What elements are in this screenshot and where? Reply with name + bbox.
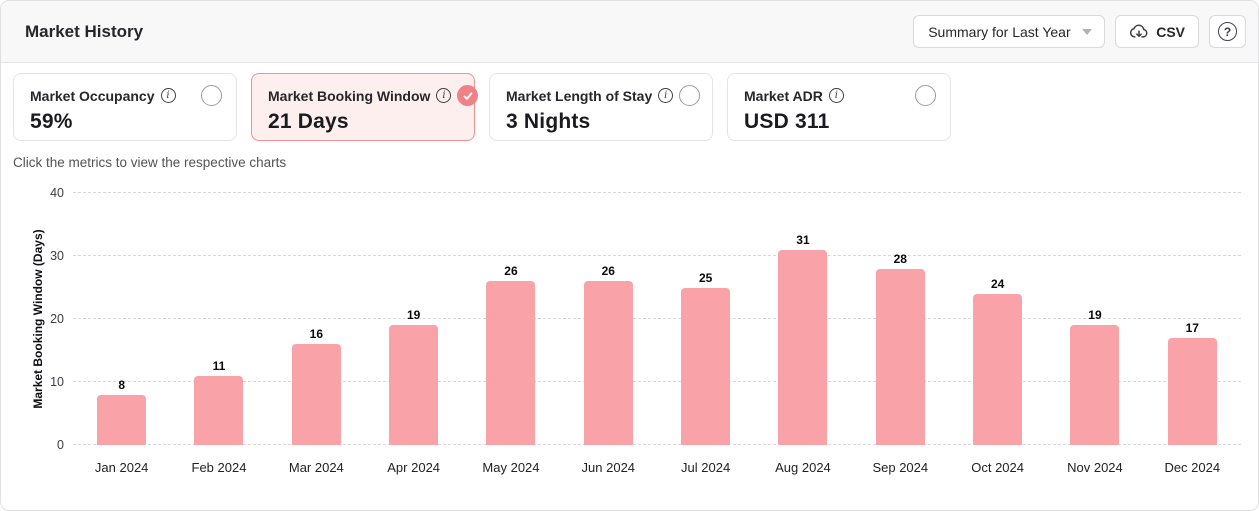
y-tick-label-20: 20 — [50, 312, 64, 326]
x-tick-label-jan-2024: Jan 2024 — [94, 460, 149, 475]
page-title: Market History — [25, 21, 144, 41]
info-icon[interactable]: i — [658, 88, 674, 103]
gridline-y-10 — [73, 381, 1241, 382]
bar-value-label-dec-2024: 17 — [1185, 320, 1199, 335]
checkmark-icon — [463, 91, 473, 100]
radio-unselected-icon[interactable] — [201, 85, 222, 106]
metric-value: 21 Days — [268, 110, 349, 133]
bar-slot-mar-2024: 16 — [268, 193, 365, 445]
metric-card-market-length-of-stay[interactable]: Market Length of Stay i 3 Nights — [489, 73, 713, 141]
metric-value: USD 311 — [744, 110, 830, 133]
metric-card-market-adr[interactable]: Market ADR i USD 311 — [727, 73, 951, 141]
summary-period-select[interactable]: Summary for Last Year — [913, 15, 1106, 48]
metric-label: Market Booking Window — [268, 87, 431, 104]
y-tick-label-10: 10 — [50, 375, 64, 389]
metric-cards-row: Market Occupancy i 59% Market Booking Wi… — [13, 73, 1246, 141]
bar-slot-aug-2024: 31 — [754, 193, 851, 445]
bar-oct-2024[interactable] — [973, 293, 1023, 445]
bar-slot-jan-2024: 8 — [73, 193, 170, 445]
bar-jan-2024[interactable] — [97, 394, 147, 445]
metric-value: 59% — [30, 110, 73, 133]
bar-value-label-apr-2024: 19 — [406, 308, 421, 323]
y-tick-label-40: 40 — [50, 186, 64, 200]
x-tick-label-jul-2024: Jul 2024 — [681, 460, 731, 475]
x-tick-label-dec-2024: Dec 2024 — [1164, 460, 1221, 475]
plot-area: 0 10 20 30 40 8 11 16 19 26 26 25 31 28 24 19 17 — [50, 186, 1241, 452]
gridline-y-0 — [73, 444, 1241, 445]
info-icon[interactable]: i — [436, 88, 452, 103]
bar-slot-feb-2024: 11 — [170, 193, 267, 445]
bar-value-label-nov-2024: 19 — [1088, 308, 1102, 323]
bar-slot-apr-2024: 19 — [365, 193, 462, 445]
bar-aug-2024[interactable] — [778, 249, 828, 445]
bar-dec-2024[interactable] — [1167, 337, 1217, 445]
info-icon[interactable]: i — [160, 88, 176, 103]
metric-label: Market ADR — [744, 87, 823, 104]
info-icon[interactable]: i — [828, 88, 844, 103]
bar-slot-jun-2024: 26 — [560, 193, 657, 445]
cloud-download-icon — [1130, 24, 1148, 38]
radio-selected-check-icon[interactable] — [457, 85, 479, 106]
metric-card-market-occupancy[interactable]: Market Occupancy i 59% — [13, 73, 237, 141]
help-button[interactable]: ? — [1209, 15, 1246, 48]
y-tick-label-30: 30 — [50, 249, 64, 263]
metric-label: Market Occupancy — [30, 87, 155, 104]
bar-value-label-feb-2024: 11 — [212, 358, 226, 373]
metric-value: 3 Nights — [506, 110, 591, 133]
bar-jul-2024[interactable] — [681, 287, 731, 445]
bar-value-label-jan-2024: 8 — [118, 377, 125, 392]
x-tick-label-sep-2024: Sep 2024 — [872, 460, 929, 475]
gridline-y-30 — [73, 255, 1241, 256]
gridline-y-40 — [73, 192, 1241, 193]
bar-slot-oct-2024: 24 — [949, 193, 1046, 445]
bar-may-2024[interactable] — [486, 281, 536, 445]
bar-feb-2024[interactable] — [194, 375, 244, 445]
bar-slot-dec-2024: 17 — [1144, 193, 1241, 445]
metric-card-market-booking-window[interactable]: Market Booking Window i 21 Days — [251, 73, 479, 141]
bars-row: 8 11 16 19 26 26 25 31 28 24 19 17 — [73, 193, 1241, 445]
metric-label: Market Length of Stay — [506, 87, 653, 104]
x-tick-label-oct-2024: Oct 2024 — [971, 460, 1024, 475]
header-controls: Summary for Last Year CSV ? — [913, 15, 1246, 48]
bar-value-label-sep-2024: 28 — [893, 251, 907, 266]
bar-value-label-may-2024: 26 — [504, 264, 518, 279]
bar-slot-jul-2024: 25 — [657, 193, 754, 445]
x-tick-label-aug-2024: Aug 2024 — [775, 460, 831, 475]
y-axis-label: Market Booking Window (Days) — [31, 229, 45, 409]
y-tick-label-0: 0 — [57, 438, 64, 452]
x-tick-label-mar-2024: Mar 2024 — [288, 460, 344, 475]
bar-nov-2024[interactable] — [1070, 325, 1120, 445]
booking-window-bar-chart: Market Booking Window (Days) 0 10 20 30 40 8 1… — [13, 177, 1246, 495]
bar-slot-nov-2024: 19 — [1046, 193, 1143, 445]
bar-jun-2024[interactable] — [583, 281, 633, 445]
bar-slot-sep-2024: 28 — [852, 193, 949, 445]
question-mark-icon: ? — [1218, 22, 1237, 41]
x-axis-labels: Jan 2024 Feb 2024 Mar 2024 Apr 2024 May 2024… — [73, 460, 1241, 475]
bar-slot-may-2024: 26 — [462, 193, 559, 445]
gridline-y-20 — [73, 318, 1241, 319]
csv-button-label: CSV — [1156, 23, 1185, 40]
panel-header: Market History Summary for Last Year CSV… — [1, 1, 1258, 63]
radio-unselected-icon[interactable] — [679, 85, 701, 106]
bar-value-label-oct-2024: 24 — [990, 276, 1005, 291]
bar-value-label-mar-2024: 16 — [309, 327, 323, 342]
bar-apr-2024[interactable] — [389, 325, 439, 445]
summary-period-value: Summary for Last Year — [928, 23, 1071, 40]
x-tick-label-apr-2024: Apr 2024 — [387, 460, 441, 475]
x-tick-label-feb-2024: Feb 2024 — [191, 460, 247, 475]
bar-sep-2024[interactable] — [875, 268, 925, 445]
bar-value-label-aug-2024: 31 — [796, 232, 810, 247]
x-tick-label-nov-2024: Nov 2024 — [1067, 460, 1123, 475]
x-tick-label-jun-2024: Jun 2024 — [581, 460, 636, 475]
radio-unselected-icon[interactable] — [915, 85, 936, 106]
chevron-down-icon — [1082, 28, 1093, 35]
csv-export-button[interactable]: CSV — [1115, 15, 1199, 48]
bar-value-label-jul-2024: 25 — [698, 270, 713, 285]
metrics-hint-text: Click the metrics to view the respective… — [13, 155, 287, 170]
bar-mar-2024[interactable] — [291, 344, 341, 445]
bar-value-label-jun-2024: 26 — [601, 264, 615, 279]
panel-body: Market Occupancy i 59% Market Booking Wi… — [1, 63, 1258, 505]
x-tick-label-may-2024: May 2024 — [482, 460, 540, 475]
